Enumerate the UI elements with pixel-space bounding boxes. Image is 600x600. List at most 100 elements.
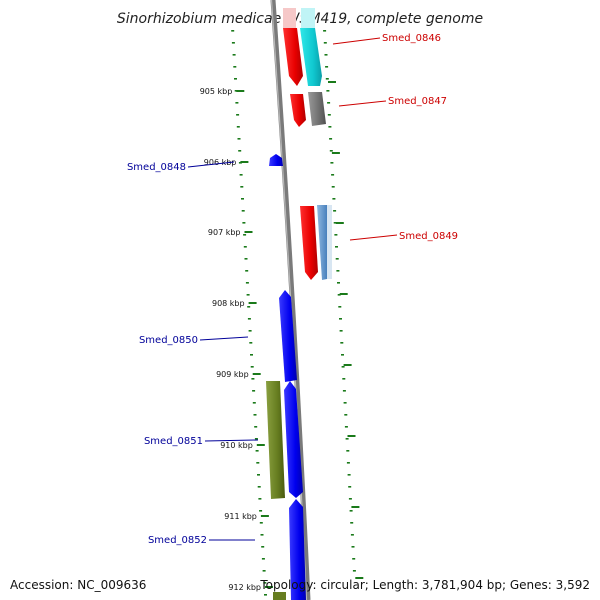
scale-dash-right [345,438,349,440]
kbp-tick-mark [248,302,257,304]
scale-dash-left [247,306,251,308]
scale-dash-right [339,330,343,332]
scale-dash-left [252,390,256,392]
gene-smed-0848-arrow[interactable] [269,154,283,166]
gene-smed-0849-arrow[interactable] [300,206,318,280]
scale-dash-right [335,246,338,248]
scale-dash-left [243,234,247,236]
scale-dash-right [338,306,342,308]
gene-smed-0852-cds-olive [273,592,286,600]
scale-dash-right [329,138,333,140]
kbp-tick-label: 906 kbp [204,158,237,167]
gene-label-smed-0850[interactable]: Smed_0850 [139,335,198,346]
scale-dash-left [245,270,249,272]
leader-line-smed-0848 [187,161,235,168]
kbp-tick-mark-right [355,577,364,579]
scale-dash-left [240,186,244,188]
scale-dash-right [336,270,340,272]
scale-dash-right [333,222,337,224]
gene-label-smed-0852[interactable]: Smed_0852 [148,535,207,546]
gene-smed-0851-cds[interactable] [266,381,285,499]
gene-smed-0849-cds-edge [327,205,332,279]
scale-dash-left [256,462,260,464]
scale-dash-left [241,198,244,200]
scale-dash-left [236,126,240,128]
scale-dash-right [331,186,335,188]
scale-dash-left [258,498,262,500]
gene-smed-0852-group [273,499,306,600]
scale-dash-left [264,594,267,596]
kbp-tick-label: 908 kbp [212,299,245,308]
gene-smed-0846-cds[interactable] [300,28,322,86]
scale-dash-left [235,102,239,104]
scale-dash-right [326,90,330,92]
scale-dash-left [260,534,264,536]
gene-smed-0851-arrow[interactable] [284,381,303,498]
gene-smed-0847-cds[interactable] [308,92,326,126]
gene-label-smed-0851[interactable]: Smed_0851 [144,436,203,447]
gene-smed-0852-arrow[interactable] [289,499,306,600]
gene-smed-0851-group [266,381,303,499]
gene-smed-0847-arrow[interactable] [290,94,306,127]
gene-smed-0847-group [290,92,326,127]
scale-dash-right [333,210,337,212]
scale-dash-right [341,366,345,368]
genome-title: Sinorhizobium medicae WSM419, complete g… [117,11,483,27]
scale-dash-left [234,78,237,80]
gene-label-smed-0846[interactable]: Smed_0846 [382,33,441,44]
gene-smed-0848-group [269,154,283,166]
kbp-tick-label: 907 kbp [208,228,241,237]
topology-text: Topology: circular; Length: 3,781,904 bp… [260,578,590,592]
scale-dash-right [348,498,352,500]
kbp-tick-mark-right [339,293,348,295]
scale-dash-left [257,474,260,476]
scale-dash-right [323,30,327,32]
scale-dash-left [257,486,261,488]
scale-dash-right [351,546,355,548]
scale-dash-left [242,222,246,224]
tick-layer: 905 kbp 906 kbp 907 kbp 908 kbp 909 kbp 910 k… [200,30,364,596]
scale-dash-left [249,342,253,344]
scale-dash-right [343,402,347,404]
scale-dash-right [346,462,350,464]
scale-dash-right [342,378,346,380]
scale-dash-left [247,318,251,320]
scale-dash-right [340,342,344,344]
kbp-tick-label: 911 kbp [224,512,257,521]
kbp-tick-mark [252,373,261,375]
kbp-tick-mark [265,586,273,588]
scale-dash-right [350,534,354,536]
gene-smed-0846-arrow[interactable] [283,28,303,86]
scale-dash-right [342,390,346,392]
scale-dash-left [246,294,250,296]
gene-label-smed-0847[interactable]: Smed_0847 [388,96,447,107]
kbp-tick-label: 909 kbp [216,370,249,379]
gene-label-smed-0849[interactable]: Smed_0849 [399,231,458,242]
scale-dash-left [236,114,240,116]
gene-smed-0850-group [279,290,297,382]
scale-dash-left [248,330,252,332]
gene-smed-0849-group [300,205,332,280]
scale-dash-left [252,402,256,404]
scale-dash-left [259,522,263,524]
scale-dash-right [327,102,331,104]
scale-dash-left [234,90,238,92]
scale-dash-left [232,54,236,56]
scale-dash-right [344,426,348,428]
scale-dash-left [241,210,245,212]
gene-smed-0846-cds-light [301,8,315,28]
scale-dash-right [324,54,328,56]
scale-dash-right [350,522,354,524]
scale-dash-left [253,414,257,416]
gene-smed-0850-arrow[interactable] [279,290,297,382]
accession-text: Accession: NC_009636 [10,578,147,592]
scale-dash-left [261,546,265,548]
kbp-tick-label: 905 kbp [200,87,233,96]
scale-dash-right [323,42,327,44]
scale-dash-right [344,414,348,416]
scale-dash-right [348,486,352,488]
kbp-tick-mark-right [328,81,336,83]
gene-label-smed-0848[interactable]: Smed_0848 [127,162,186,173]
scale-dash-left [244,258,248,260]
kbp-tick-mark [256,444,265,446]
